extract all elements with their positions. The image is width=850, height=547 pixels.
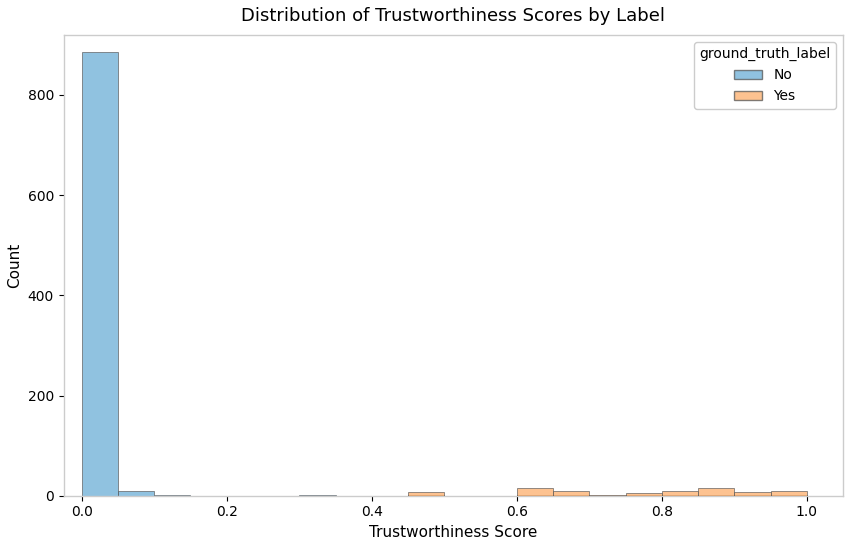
Legend: No, Yes: No, Yes: [694, 42, 836, 109]
Bar: [118, 491, 154, 496]
Title: Distribution of Trustworthiness Scores by Label: Distribution of Trustworthiness Scores b…: [241, 7, 666, 25]
X-axis label: Trustworthiness Score: Trustworthiness Score: [369, 525, 537, 540]
Bar: [517, 495, 553, 496]
Bar: [626, 493, 662, 496]
Bar: [662, 491, 698, 496]
Bar: [662, 495, 698, 496]
Bar: [553, 491, 589, 496]
Bar: [734, 492, 771, 496]
Bar: [698, 488, 734, 496]
Bar: [589, 495, 626, 496]
Bar: [771, 491, 807, 496]
Y-axis label: Count: Count: [7, 243, 22, 288]
Bar: [82, 53, 118, 496]
Bar: [408, 492, 445, 496]
Bar: [517, 488, 553, 496]
